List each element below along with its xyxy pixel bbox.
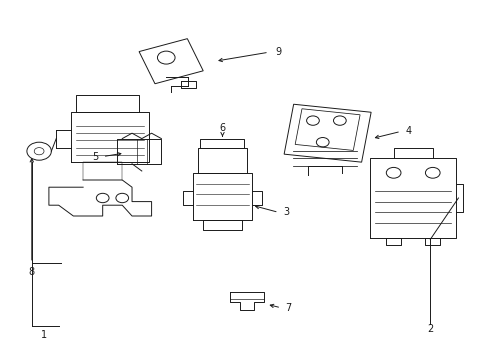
Text: 1: 1 (41, 330, 47, 340)
Text: 4: 4 (405, 126, 410, 136)
Text: 2: 2 (427, 324, 432, 334)
Text: 6: 6 (219, 123, 225, 133)
Text: 8: 8 (29, 267, 35, 277)
Text: 5: 5 (92, 152, 98, 162)
Text: 3: 3 (283, 207, 288, 217)
Text: 9: 9 (275, 47, 281, 57)
Text: 7: 7 (285, 303, 291, 313)
